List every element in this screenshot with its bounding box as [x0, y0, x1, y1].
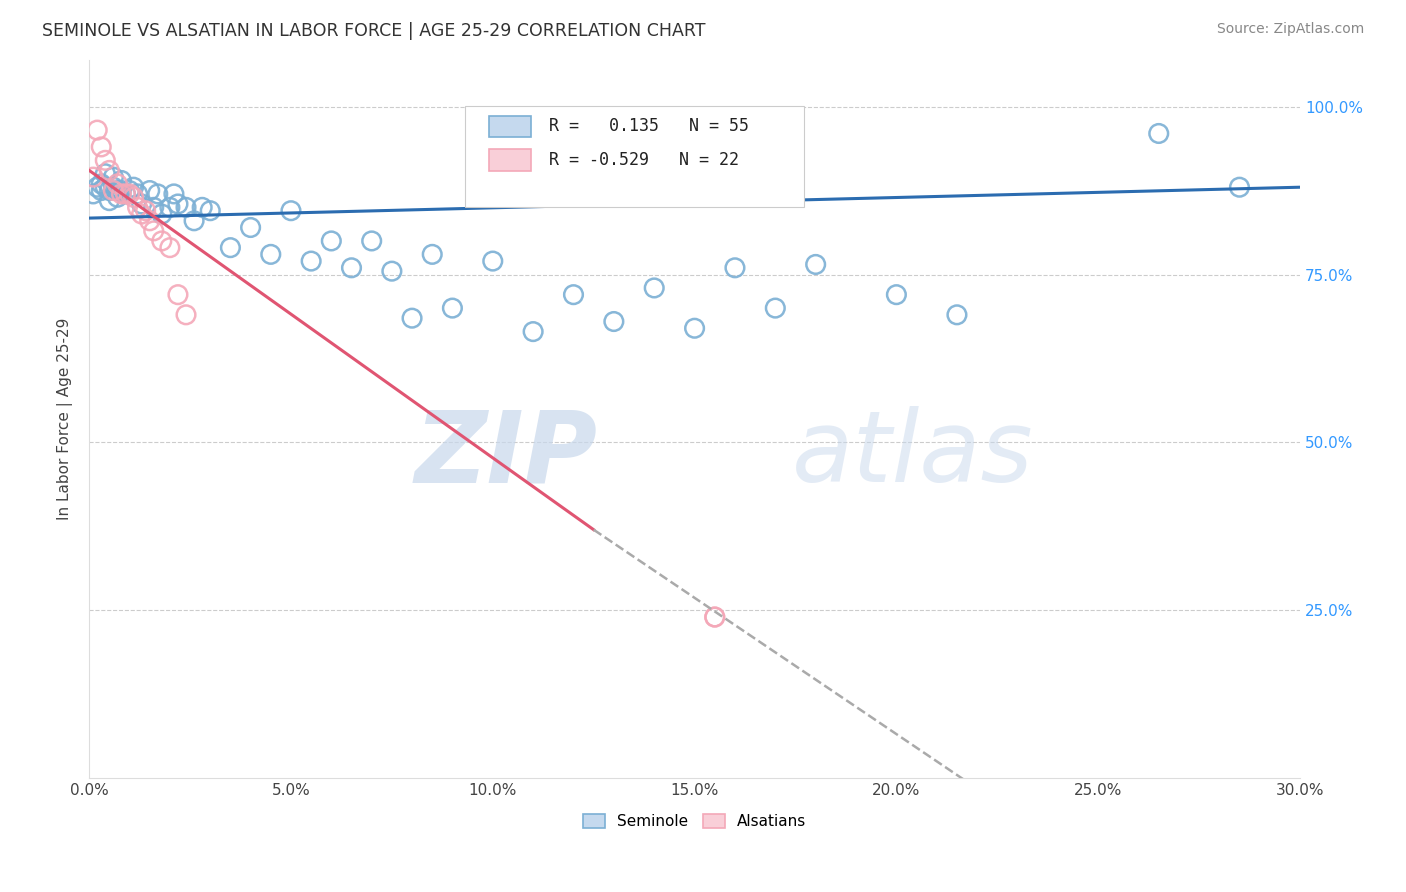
- Point: [142, 200, 165, 214]
- Point: [98, 184, 121, 198]
- Point: [1229, 180, 1251, 194]
- Point: [127, 186, 149, 201]
- Point: [340, 260, 363, 275]
- Point: [159, 200, 181, 214]
- Point: [174, 200, 197, 214]
- Point: [110, 184, 132, 198]
- Point: [103, 184, 125, 198]
- Point: [183, 214, 205, 228]
- Point: [103, 180, 125, 194]
- Point: [703, 610, 725, 624]
- FancyBboxPatch shape: [464, 106, 804, 207]
- Point: [110, 173, 132, 187]
- Point: [138, 214, 160, 228]
- Point: [90, 184, 112, 198]
- Y-axis label: In Labor Force | Age 25-29: In Labor Force | Age 25-29: [58, 318, 73, 520]
- Point: [886, 287, 908, 301]
- Point: [150, 234, 173, 248]
- Point: [239, 220, 262, 235]
- Point: [138, 184, 160, 198]
- Point: [98, 163, 121, 178]
- Point: [107, 177, 129, 191]
- Point: [163, 186, 186, 201]
- Point: [219, 241, 242, 255]
- Point: [90, 177, 112, 191]
- Point: [643, 281, 665, 295]
- Point: [118, 184, 141, 198]
- Point: [103, 170, 125, 185]
- Point: [522, 325, 544, 339]
- Point: [200, 203, 222, 218]
- Point: [167, 287, 190, 301]
- Point: [159, 241, 181, 255]
- Point: [131, 207, 153, 221]
- Point: [98, 194, 121, 208]
- Text: R = -0.529   N = 22: R = -0.529 N = 22: [550, 152, 740, 169]
- Point: [360, 234, 382, 248]
- Point: [122, 190, 145, 204]
- Point: [763, 301, 786, 315]
- Point: [174, 308, 197, 322]
- Point: [107, 184, 129, 198]
- Point: [107, 190, 129, 204]
- Point: [122, 180, 145, 194]
- Point: [94, 153, 117, 168]
- Point: [703, 610, 725, 624]
- Point: [167, 197, 190, 211]
- Point: [280, 203, 302, 218]
- Point: [946, 308, 969, 322]
- Point: [94, 167, 117, 181]
- Point: [118, 186, 141, 201]
- Point: [724, 260, 747, 275]
- Point: [86, 123, 108, 137]
- Point: [562, 287, 585, 301]
- Point: [146, 186, 169, 201]
- Text: SEMINOLE VS ALSATIAN IN LABOR FORCE | AGE 25-29 CORRELATION CHART: SEMINOLE VS ALSATIAN IN LABOR FORCE | AG…: [42, 22, 706, 40]
- Point: [135, 203, 157, 218]
- Point: [90, 140, 112, 154]
- Text: R =   0.135   N = 55: R = 0.135 N = 55: [550, 118, 749, 136]
- Bar: [489, 150, 531, 171]
- Point: [142, 224, 165, 238]
- Point: [131, 197, 153, 211]
- Point: [683, 321, 706, 335]
- Point: [381, 264, 404, 278]
- Point: [401, 311, 423, 326]
- Point: [114, 186, 136, 201]
- Point: [1147, 127, 1170, 141]
- Point: [86, 180, 108, 194]
- Point: [114, 186, 136, 201]
- Point: [420, 247, 443, 261]
- Point: [299, 254, 322, 268]
- Point: [150, 207, 173, 221]
- Point: [481, 254, 503, 268]
- Point: [441, 301, 464, 315]
- Point: [804, 257, 827, 271]
- Point: [82, 186, 104, 201]
- Point: [94, 180, 117, 194]
- Point: [110, 186, 132, 201]
- Bar: [489, 116, 531, 137]
- Text: ZIP: ZIP: [415, 407, 598, 503]
- Point: [603, 314, 626, 328]
- Point: [82, 170, 104, 185]
- Text: atlas: atlas: [792, 407, 1033, 503]
- Point: [321, 234, 343, 248]
- Point: [191, 200, 214, 214]
- Text: Source: ZipAtlas.com: Source: ZipAtlas.com: [1216, 22, 1364, 37]
- Point: [127, 200, 149, 214]
- Legend: Seminole, Alsatians: Seminole, Alsatians: [576, 807, 813, 835]
- Point: [260, 247, 283, 261]
